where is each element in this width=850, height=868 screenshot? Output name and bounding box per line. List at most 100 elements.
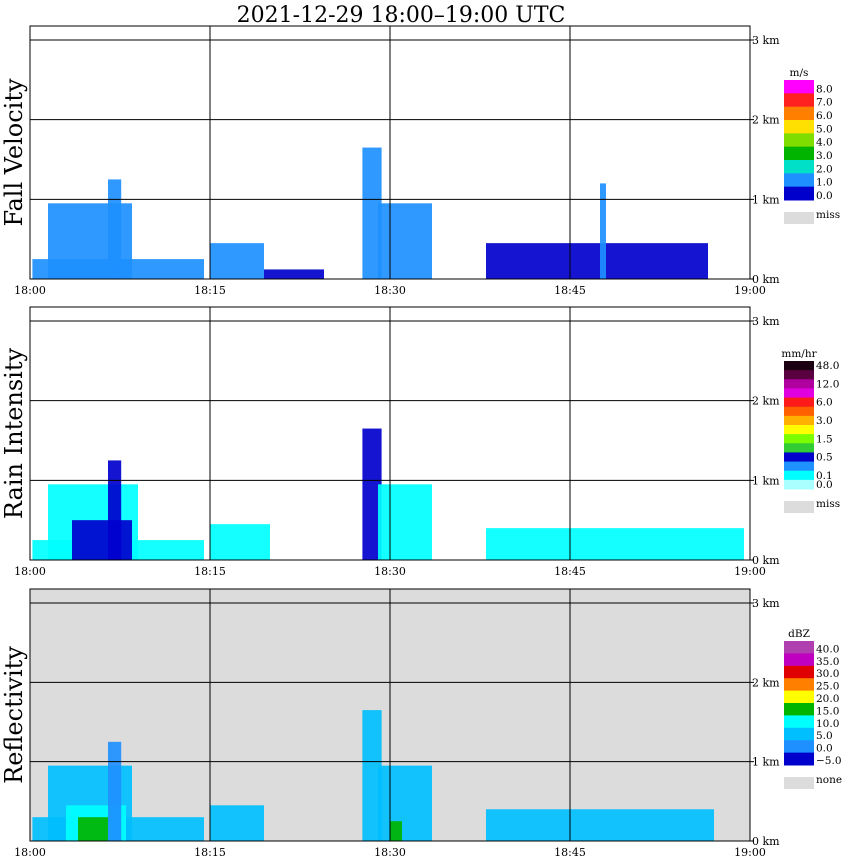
colorbar-label: 1.5 [816,433,833,445]
colorbar-label: 35.0 [816,656,839,668]
time-tick-label: 18:30 [374,846,406,859]
time-tick-label: 18:45 [554,284,586,297]
colorbar-swatch [784,415,814,426]
time-tick-label: 19:00 [734,846,766,859]
colorbar-label: 48.0 [816,360,839,372]
panel-rain-intensity: 0 km 1 km 2 km 3 km 18:00 18:15 18:30 18:45 19:0… [0,306,840,578]
colorbar-unit: dBZ [788,628,810,640]
echo-8 [390,821,402,841]
height-tick-label: 3 km [752,597,780,610]
colorbar-swatch [784,461,814,472]
height-tick-label: 3 km [752,34,780,47]
colorbar-swatch [784,434,814,444]
colorbar-swatch [784,678,814,692]
echo-3 [78,817,108,841]
colorbar-swatch [784,425,814,435]
echo-7 [378,765,432,841]
time-tick-label: 18:15 [194,846,226,859]
echo-5 [362,147,382,279]
height-tick-label: 2 km [752,114,780,127]
panel-label: Rain Intensity [0,348,28,520]
height-tick-label: 2 km [752,395,780,408]
panel-label: Reflectivity [0,646,28,784]
time-tick-label: 18:15 [194,284,226,297]
echo-3 [210,243,264,279]
colorbar-label: 0.0 [816,743,833,755]
colorbar-label: 10.0 [816,718,839,730]
echo-2 [72,520,132,560]
colorbar-swatch [784,397,814,408]
echo-2 [108,179,122,279]
colorbar-swatch [784,370,814,380]
colorbar-label: 2.0 [816,163,833,175]
colorbar-label: 6.0 [816,397,833,409]
colorbar-label: 1.0 [816,177,833,189]
colorbar-missing-swatch [784,501,814,513]
colorbar-label: 0.5 [816,452,833,464]
echo-3 [108,460,122,560]
time-tick-label: 18:15 [194,565,226,578]
colorbar-swatch [784,93,814,108]
colorbar-missing-label: miss [816,498,840,510]
colorbar-label: 5.0 [816,730,833,742]
colorbar-swatch [784,173,814,188]
colorbar-swatch [784,379,814,389]
colorbar-swatch [784,443,814,453]
colorbar-label: 40.0 [816,643,839,655]
colorbar-unit: mm/hr [781,348,817,360]
colorbar-swatch [784,752,814,766]
colorbar-swatch [784,106,814,121]
echo-5 [210,805,264,841]
colorbar-label: 30.0 [816,668,839,680]
colorbar-swatch [784,406,814,417]
time-tick-label: 18:00 [14,846,46,859]
colorbar-missing-swatch [784,212,814,224]
colorbar-label: 0.1 [816,470,833,482]
colorbar-swatch [784,665,814,679]
echo-9 [486,809,714,841]
colorbar-label: −5.0 [816,755,842,767]
colorbar-label: 25.0 [816,681,839,693]
colorbar-label: 7.0 [816,97,833,109]
time-tick-label: 18:30 [374,565,406,578]
time-tick-label: 18:00 [14,284,46,297]
colorbar-swatch [784,133,814,148]
echo-6 [378,484,432,560]
time-tick-label: 19:00 [734,565,766,578]
panels: 0 km 1 km 2 km 3 km 18:00 18:15 18:30 18:45 19:0… [0,25,842,859]
time-tick-label: 18:30 [374,284,406,297]
panel-label: Fall Velocity [0,78,28,227]
time-tick-label: 18:45 [554,565,586,578]
height-tick-label: 1 km [752,474,780,487]
colorbar-swatch [784,146,814,161]
colorbar-label: 3.0 [816,150,833,162]
colorbar-label: 5.0 [816,123,833,135]
echo-7 [486,243,708,279]
height-tick-label: 2 km [752,676,780,689]
colorbar-swatch [784,653,814,667]
figure-title: 2021-12-29 18:00–19:00 UTC [237,3,566,28]
height-tick-label: 0 km [752,273,780,286]
colorbar-label: 8.0 [816,83,833,95]
colorbar-swatch [784,452,814,463]
echo-4 [264,269,324,279]
echo-6 [362,710,382,841]
colorbar-missing-label: none [816,774,842,786]
echo-4 [108,741,122,841]
colorbar-swatch [784,703,814,716]
colorbar-swatch [784,715,814,729]
echo-4 [210,524,270,560]
colorbar-label: 20.0 [816,693,839,705]
colorbar-label: 12.0 [816,378,839,390]
colorbar-swatch [784,120,814,134]
colorbar-label: 0.0 [816,479,833,491]
colorbar-label: 0.0 [816,190,833,202]
colorbar-swatch [784,80,814,94]
time-tick-label: 19:00 [734,284,766,297]
height-tick-label: 0 km [752,835,780,848]
colorbar-swatch [784,160,814,174]
colorbar-label: 15.0 [816,705,839,717]
colorbar-unit: m/s [790,67,809,79]
echo-5 [362,428,382,560]
